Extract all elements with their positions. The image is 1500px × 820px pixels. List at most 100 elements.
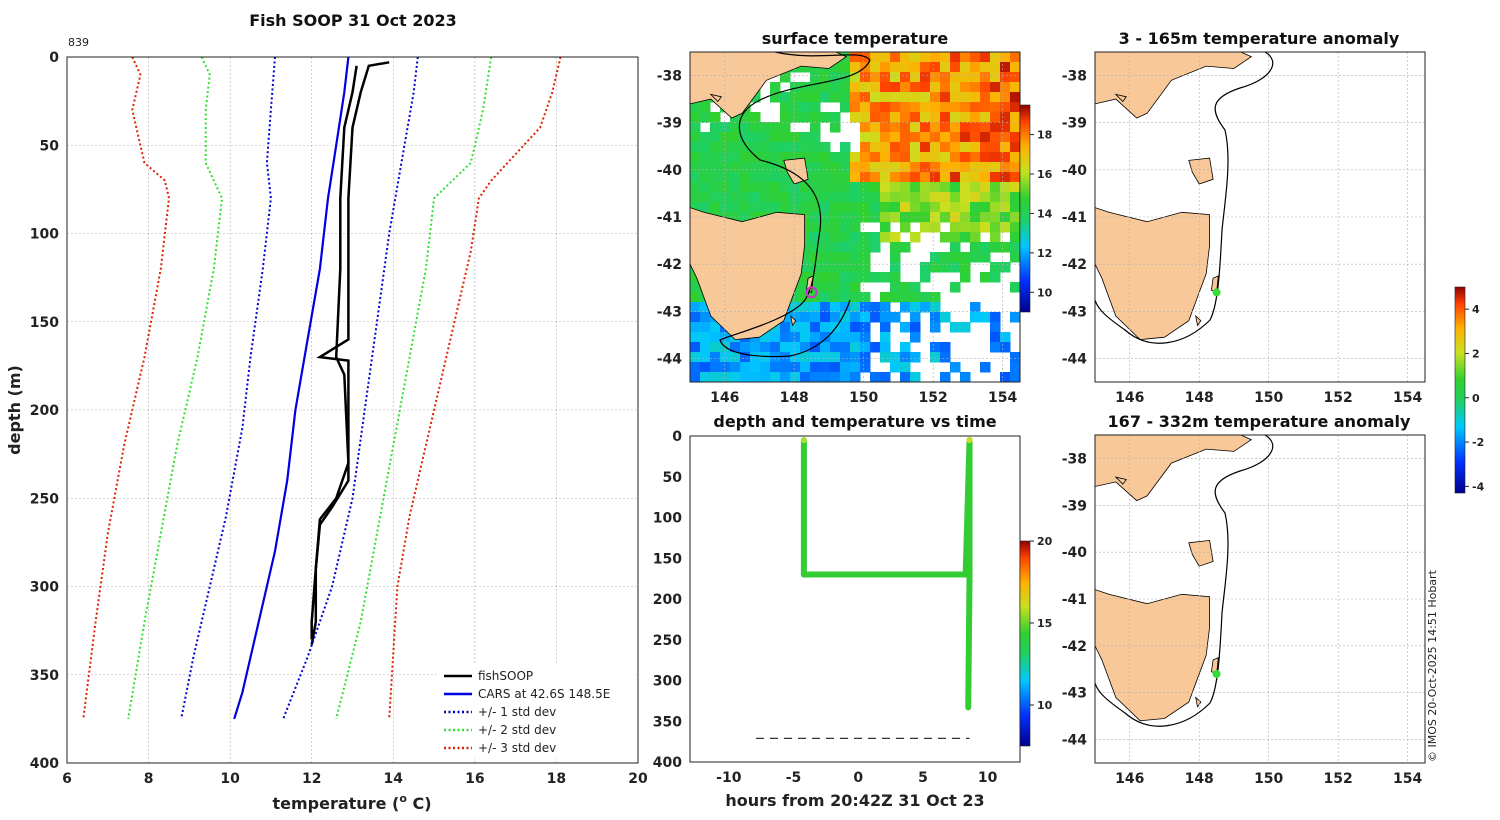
legend-label: +/- 2 std dev (478, 723, 556, 737)
land-shape (690, 207, 805, 341)
sst-cell (690, 372, 701, 382)
sst-cell (840, 202, 851, 213)
sst-cell (960, 252, 971, 263)
sst-cell (980, 192, 991, 203)
sst-cell (880, 62, 891, 73)
profile-xlabel: temperature (o C) (272, 792, 431, 813)
anomaly-top-land (1095, 52, 1253, 341)
sst-cell (690, 142, 701, 153)
sst-cell (930, 302, 941, 313)
sst-cell (930, 142, 941, 153)
sst-cell (910, 52, 921, 63)
map-x-tick-label: 146 (1115, 390, 1144, 406)
sst-cell (690, 202, 701, 213)
profile-x-tick-label: 18 (547, 771, 566, 787)
sst-cell (850, 342, 861, 353)
sst-cell (780, 152, 791, 163)
sst-cell (930, 152, 941, 163)
legend-label: +/- 3 std dev (478, 741, 556, 755)
map-x-tick-label: 150 (1254, 390, 1283, 406)
sst-cell (910, 182, 921, 193)
sst-cell (750, 182, 761, 193)
sst-cell (870, 372, 881, 382)
sst-cell (840, 342, 851, 353)
anomaly-colorbar-tick-label: 2 (1472, 347, 1480, 360)
sst-cell (740, 182, 751, 193)
sst-cell (850, 292, 861, 303)
sst-cell (790, 342, 801, 353)
profile-series-line-4 (180, 56, 276, 720)
sst-cell (940, 142, 951, 153)
sst-cell (1000, 102, 1011, 113)
sst-cell (1000, 132, 1011, 143)
sst-cell (740, 162, 751, 173)
sst-cell (980, 92, 991, 103)
sst-cell (890, 102, 901, 113)
sst-cell (760, 182, 771, 193)
sst-cell (830, 242, 841, 253)
sst-cell (950, 92, 961, 103)
sst-cell (890, 112, 901, 123)
sst-cell (880, 102, 891, 113)
map-y-tick-label: -42 (657, 257, 682, 273)
sst-cell (720, 172, 731, 183)
sst-cell (890, 82, 901, 93)
sst-cell (850, 242, 861, 253)
map-y-tick-label: -41 (1062, 210, 1087, 226)
sst-cell (920, 72, 931, 83)
sst-cell (990, 322, 1001, 333)
sst-cell (1010, 62, 1020, 73)
sst-cell (990, 132, 1001, 143)
map-x-tick-label: 148 (780, 390, 809, 406)
sst-cell (860, 262, 871, 273)
sst-colorbar-tick-label: 12 (1037, 247, 1052, 260)
map-y-tick-label: -41 (657, 210, 682, 226)
sst-cell (850, 372, 861, 382)
sst-cell (750, 142, 761, 153)
sst-cell (970, 172, 981, 183)
sst-cell (690, 192, 701, 203)
sst-cell (990, 82, 1001, 93)
sst-cell (860, 332, 871, 343)
sst-cell (950, 152, 961, 163)
sst-cell (900, 132, 911, 143)
land-shape (1114, 93, 1127, 103)
sst-cell (720, 142, 731, 153)
sst-cell (810, 112, 821, 123)
sst-cell (980, 272, 991, 283)
sst-cell (940, 212, 951, 223)
sst-cell (770, 322, 781, 333)
sst-cell (710, 182, 721, 193)
sst-cell (800, 362, 811, 373)
sst-cell (950, 202, 961, 213)
sst-cell (920, 272, 931, 283)
sst-cell (900, 62, 911, 73)
map-y-tick-label: -40 (1062, 163, 1088, 179)
map-y-tick-label: -44 (1062, 733, 1088, 749)
sst-cell (950, 102, 961, 113)
sst-cell (830, 162, 841, 173)
sst-cell (930, 132, 941, 143)
map-y-tick-label: -44 (657, 351, 683, 367)
sst-cell (800, 152, 811, 163)
sst-cell (880, 312, 891, 323)
sst-cell (960, 82, 971, 93)
sst-cell (930, 92, 941, 103)
anomaly-colorbar-tick-label: 0 (1472, 392, 1480, 405)
profile-series-line-0 (310, 61, 390, 645)
sst-cell (760, 162, 771, 173)
sst-cell (730, 342, 741, 353)
sst-cell (940, 162, 951, 173)
sst-cell (900, 202, 911, 213)
sst-cell (940, 372, 951, 382)
sst-cell (850, 232, 861, 243)
sst-cell (960, 102, 971, 113)
sst-cell (940, 352, 951, 363)
map-y-tick-label: -39 (657, 116, 682, 132)
sst-cell (990, 102, 1001, 113)
sst-cell (1000, 142, 1011, 153)
sst-cell (950, 232, 961, 243)
sst-cell (830, 122, 841, 133)
sst-cell (980, 242, 991, 253)
sst-cell (710, 342, 721, 353)
